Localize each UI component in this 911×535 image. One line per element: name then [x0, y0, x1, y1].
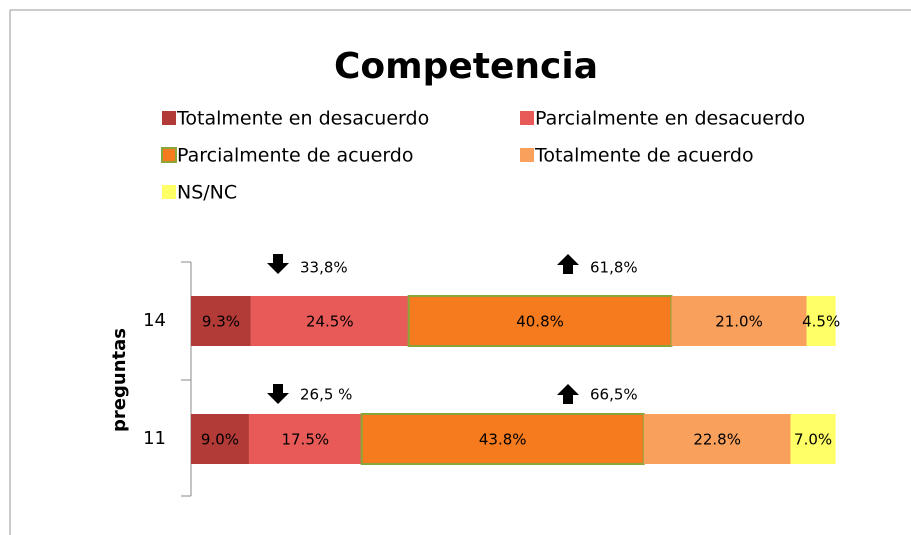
annotation-text: 26,5 %	[300, 386, 352, 404]
legend-label: Totalmente de acuerdo	[534, 145, 754, 167]
bar-segment	[790, 414, 836, 464]
legend-swatch	[162, 111, 176, 125]
value-label: 24.5%	[306, 313, 354, 331]
annotation-arrow	[557, 254, 579, 274]
y-tick-label: 14	[143, 310, 166, 331]
value-label: 9.3%	[202, 313, 240, 331]
bar-segment	[643, 414, 791, 464]
y-tick-label: 11	[143, 428, 166, 449]
chart-title: Competencia	[334, 46, 598, 87]
value-label: 9.0%	[201, 431, 239, 449]
legend-label: Totalmente en desacuerdo	[176, 108, 429, 130]
value-label: 4.5%	[802, 313, 840, 331]
bar-segment	[191, 414, 249, 464]
annotation-arrow	[267, 254, 289, 274]
bar-segment	[671, 296, 807, 346]
value-label: 21.0%	[715, 313, 763, 331]
bar-segment	[250, 296, 409, 346]
value-label: 40.8%	[516, 313, 564, 331]
annotation-text: 61,8%	[590, 259, 638, 277]
legend-swatch	[520, 148, 534, 162]
value-label: 22.8%	[693, 431, 741, 449]
legend-label: Parcialmente de acuerdo	[177, 145, 413, 167]
annotation-arrow	[557, 384, 579, 404]
y-axis-label: preguntas	[109, 328, 130, 432]
value-label: 17.5%	[281, 431, 329, 449]
legend-swatch	[161, 147, 177, 163]
bar-segment	[360, 413, 645, 465]
legend-swatch	[162, 185, 176, 199]
annotation-text: 33,8%	[300, 259, 348, 277]
legend-label: NS/NC	[177, 182, 237, 204]
bar-segment	[191, 296, 251, 346]
annotation-text: 66,5%	[590, 386, 638, 404]
bar-segment	[806, 296, 836, 346]
bar-segment	[248, 414, 362, 464]
value-label: 7.0%	[794, 431, 832, 449]
bar-segment	[407, 295, 673, 347]
annotation-arrow	[267, 384, 289, 404]
legend-label: Parcialmente en desacuerdo	[535, 108, 805, 130]
value-label: 43.8%	[479, 431, 527, 449]
legend-swatch	[520, 111, 534, 125]
